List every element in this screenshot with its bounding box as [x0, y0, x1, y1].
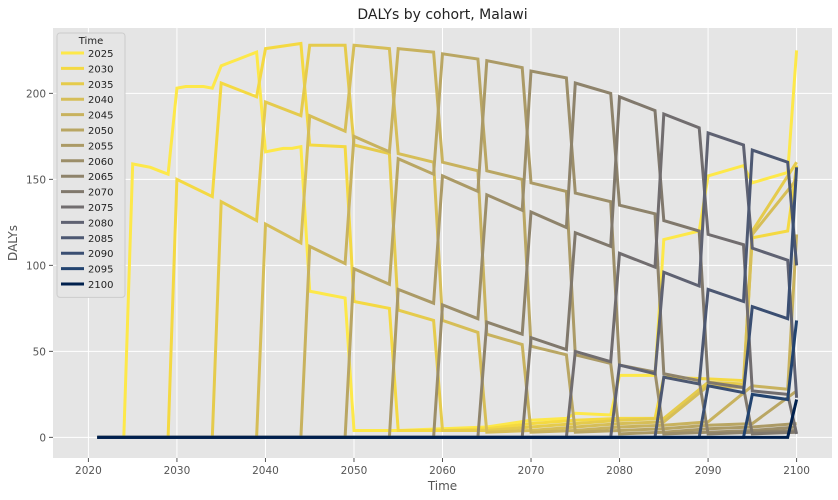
y-tick-label: 0 — [39, 432, 46, 444]
legend-label-2045: 2045 — [88, 111, 113, 122]
x-tick-label: 2080 — [606, 465, 633, 477]
x-tick-label: 2090 — [695, 465, 722, 477]
y-tick-label: 150 — [26, 174, 46, 186]
legend-label-2100: 2100 — [88, 280, 113, 291]
series-line-2070 — [97, 94, 797, 439]
legend-label-2075: 2075 — [88, 203, 113, 214]
y-tick-label: 50 — [33, 346, 46, 358]
series-line-2025 — [97, 49, 799, 439]
series-line-2035 — [97, 43, 798, 439]
x-tick-label: 2040 — [252, 465, 279, 477]
legend-label-2050: 2050 — [88, 126, 113, 137]
series-lines — [97, 41, 799, 439]
legend-label-2030: 2030 — [88, 64, 113, 75]
legend-label-2060: 2060 — [88, 157, 113, 168]
x-tick-label: 2060 — [429, 465, 456, 477]
series-line-2055 — [97, 58, 797, 439]
x-tick-label: 2020 — [75, 465, 102, 477]
legend-label-2090: 2090 — [88, 249, 113, 260]
legend-label-2035: 2035 — [88, 80, 113, 91]
legend-label-2040: 2040 — [88, 95, 113, 106]
chart-title: DALYs by cohort, Malawi — [357, 7, 527, 23]
axis-ticks: 2020 2030 2040 2050 2060 2070 2080 2090 2100 0 50 1… — [26, 88, 810, 477]
x-tick-label: 2030 — [164, 465, 191, 477]
legend-label-2065: 2065 — [88, 172, 113, 183]
y-tick-label: 200 — [26, 88, 46, 100]
x-tick-label: 2050 — [341, 465, 368, 477]
x-axis-label: Time — [427, 479, 457, 493]
legend-label-2055: 2055 — [88, 141, 113, 152]
x-tick-label: 2070 — [518, 465, 545, 477]
series-line-2050 — [97, 52, 798, 439]
series-line-2080 — [97, 130, 799, 439]
legend-label-2025: 2025 — [88, 49, 113, 60]
legend-label-2095: 2095 — [88, 265, 113, 276]
series-line-2065 — [97, 81, 797, 439]
series-line-2085 — [97, 148, 799, 439]
series-line-2100 — [97, 399, 799, 439]
legend-label-2080: 2080 — [88, 218, 113, 229]
legend: Time 2025 2030 2035 2040 2045 2050 2055 2060 206… — [56, 32, 126, 298]
x-tick-label: 2100 — [783, 465, 810, 477]
series-line-2075 — [97, 111, 799, 439]
legend-label-2085: 2085 — [88, 234, 113, 245]
y-tick-label: 100 — [26, 260, 46, 272]
legend-title: Time — [78, 36, 103, 47]
legend-label-2070: 2070 — [88, 188, 113, 199]
y-axis-label: DALYs — [6, 225, 20, 261]
